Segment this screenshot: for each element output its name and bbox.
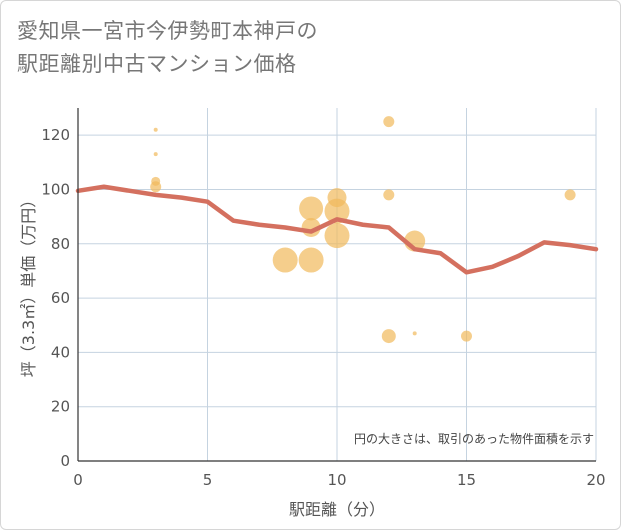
x-axis-label: 駅距離（分） [289,500,385,519]
x-tick-label: 20 [586,471,605,489]
chart-title-line-2: 駅距離別中古マンション価格 [17,52,297,76]
bubble-point [383,116,395,128]
bubble-point [412,331,417,336]
bubble-point [153,127,158,132]
bubble-point [150,181,162,193]
y-tick-label: 60 [51,289,70,307]
y-tick-label: 120 [41,126,70,144]
grid-lines [78,108,597,461]
average-line-series [75,184,599,275]
x-tick-label: 0 [73,471,83,489]
bubble-point [298,247,324,273]
axes [77,108,596,462]
bubble-point [299,196,324,221]
bubble-point [383,189,395,201]
y-tick-label: 40 [51,343,70,361]
y-axis-label: 坪（3.3㎡）単価（万円） [19,192,38,377]
y-tick-label: 100 [41,180,70,198]
bubble-point [461,330,472,342]
bubble-point [564,189,576,201]
x-tick-label: 15 [457,471,476,489]
y-tick-label: 80 [51,235,70,253]
bubble-point [153,152,158,157]
x-tick-label: 10 [327,471,346,489]
average-price-line [75,184,599,275]
bubble-point [381,329,396,344]
bubble-point [272,247,298,273]
bubble-series [150,116,576,344]
y-tick-label: 20 [51,398,70,416]
bubble-point [324,223,350,249]
y-tick-label: 0 [60,452,70,470]
chart-title-line-1: 愛知県一宮市今伊勢町本神戸の [17,19,318,43]
x-tick-label: 5 [203,471,213,489]
tick-labels: 0 20 40 60 80 100 120 0 5 10 15 20 [41,126,605,489]
bubble-point [324,198,350,224]
chart-title: 愛知県一宮市今伊勢町本神戸の 駅距離別中古マンション価格 [17,15,318,81]
bubble-size-note: 円の大きさは、取引のあった物件面積を示す [354,431,594,446]
